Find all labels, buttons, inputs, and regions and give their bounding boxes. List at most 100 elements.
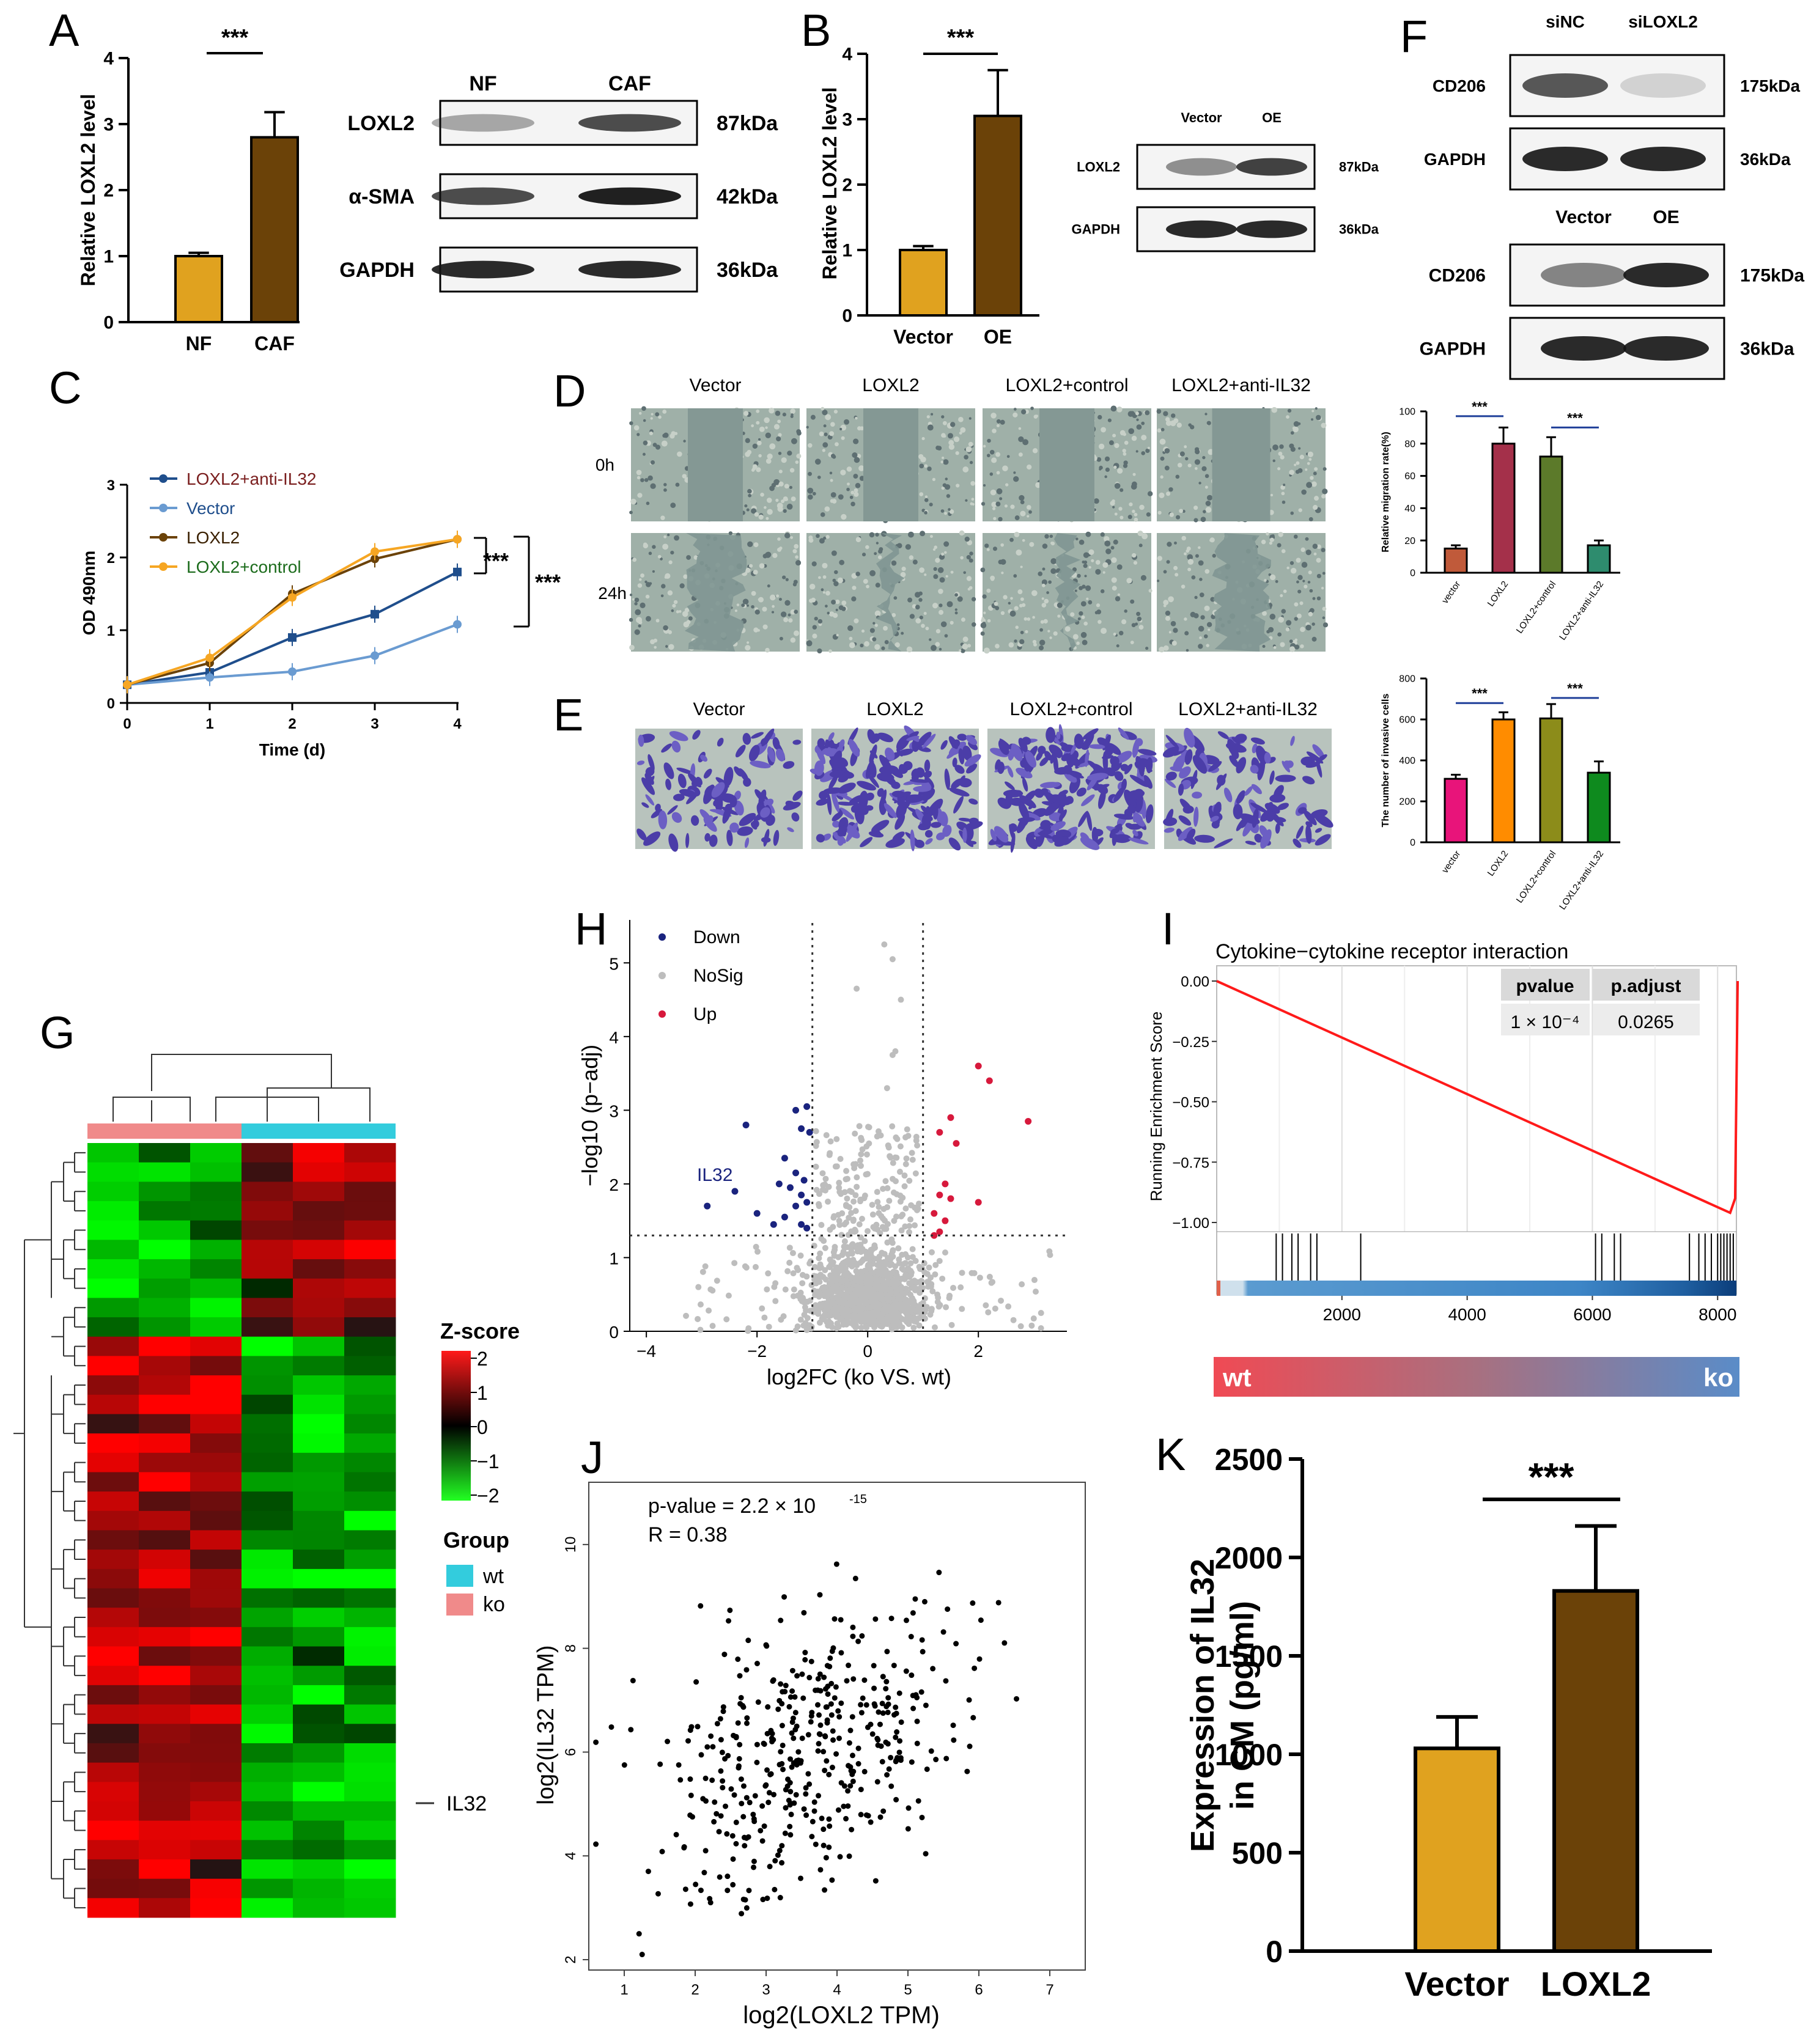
nosig-point [902,1205,909,1212]
cell-texture [1310,476,1314,480]
cell-texture [987,619,991,623]
cell-texture [1135,411,1139,416]
data-point [720,1778,726,1784]
data-point [855,1761,861,1767]
cell-texture [1193,505,1198,510]
data-point [787,1780,793,1786]
cell-texture [869,532,875,538]
cell-texture [1057,602,1063,608]
cell-texture [1184,552,1187,556]
bar-label-wt: wt [1222,1363,1252,1392]
data-point [825,1691,831,1697]
annotation-r: R = 0.38 [648,1523,727,1546]
nosig-point [833,1163,840,1170]
heatmap-cell [87,1433,139,1454]
blot-row-label: CD206 [1433,76,1486,95]
cell-texture [847,482,850,486]
heatmap-cell [139,1298,191,1318]
nosig-point [932,1262,939,1268]
cell-texture [669,433,675,439]
down-point [803,1103,811,1110]
nosig-point [837,1156,844,1163]
nosig-point [857,1292,864,1298]
stained-cell [1293,838,1302,848]
cell-texture [1080,631,1087,638]
nosig-point [861,1296,868,1303]
cell-texture [981,617,984,620]
group-bar-ko [87,1123,242,1139]
significance-stars: *** [947,25,975,51]
data-point [850,1676,857,1682]
cell-texture [1168,596,1174,603]
nosig-point [927,1311,934,1318]
nosig-point [986,1273,993,1280]
cell-texture [1088,565,1091,569]
nosig-point [840,1248,847,1255]
stained-cell [931,822,942,828]
cell-texture [1294,463,1297,466]
data-point [738,1694,744,1700]
cell-texture [795,555,799,559]
data-point [717,1716,723,1722]
nosig-point [850,1306,857,1312]
data-point [891,1712,897,1718]
y-tick-label: 200 [1399,797,1415,807]
stained-cell [646,776,655,789]
nosig-point [909,1150,915,1156]
cell-texture [1173,418,1179,424]
cell-texture [1100,532,1105,537]
cell-texture [950,570,954,574]
stained-cell [1284,760,1294,767]
cell-texture [1076,641,1080,645]
cell-texture [1174,541,1177,545]
cell-texture [1279,444,1284,449]
cell-texture [652,570,655,573]
cell-texture [789,468,795,473]
cell-texture [1278,617,1285,623]
data-point [721,1652,728,1658]
cell-texture [1289,469,1294,476]
cell-texture [1018,452,1023,457]
cell-texture [850,490,855,494]
nosig-point [683,1312,690,1319]
cell-texture [962,636,968,642]
cell-texture [1321,494,1326,499]
heatmap-cell [139,1530,191,1550]
stained-cell [671,812,682,823]
cell-texture [1273,645,1277,649]
cell-texture [940,460,943,464]
stained-cell [962,827,967,843]
data-point [788,1801,794,1807]
nosig-point [1028,1322,1035,1329]
cell-texture [1175,573,1179,577]
cell-texture [1190,425,1195,430]
nosig-point [830,1224,836,1230]
heatmap-cell [139,1317,191,1337]
data-point [816,1793,822,1799]
data-point [888,1616,894,1622]
data-point [810,1818,816,1825]
heatmap-cell [293,1898,345,1918]
heatmap-cell [190,1259,242,1279]
nosig-point [725,1292,732,1299]
stained-cell [1055,748,1063,759]
data-point [711,1818,717,1825]
panel-label-k: K [1156,1429,1186,1480]
dendrogram-branch [267,1087,371,1122]
stained-cell [962,745,972,761]
nosig-point [850,1198,857,1205]
cell-texture [1041,583,1046,587]
blot-row-label: GAPDH [1072,222,1120,237]
data-point [780,1766,786,1773]
cell-texture [1077,573,1081,578]
cell-texture [741,603,745,608]
heatmap-cell [344,1568,396,1589]
heatmap-cell [87,1510,139,1531]
data-point [698,1888,704,1894]
cell-texture [1165,616,1171,621]
nosig-point [893,1134,899,1141]
cell-texture [667,533,670,537]
cell-texture [1294,644,1300,650]
cell-texture [643,419,646,422]
data-point [786,1704,792,1710]
